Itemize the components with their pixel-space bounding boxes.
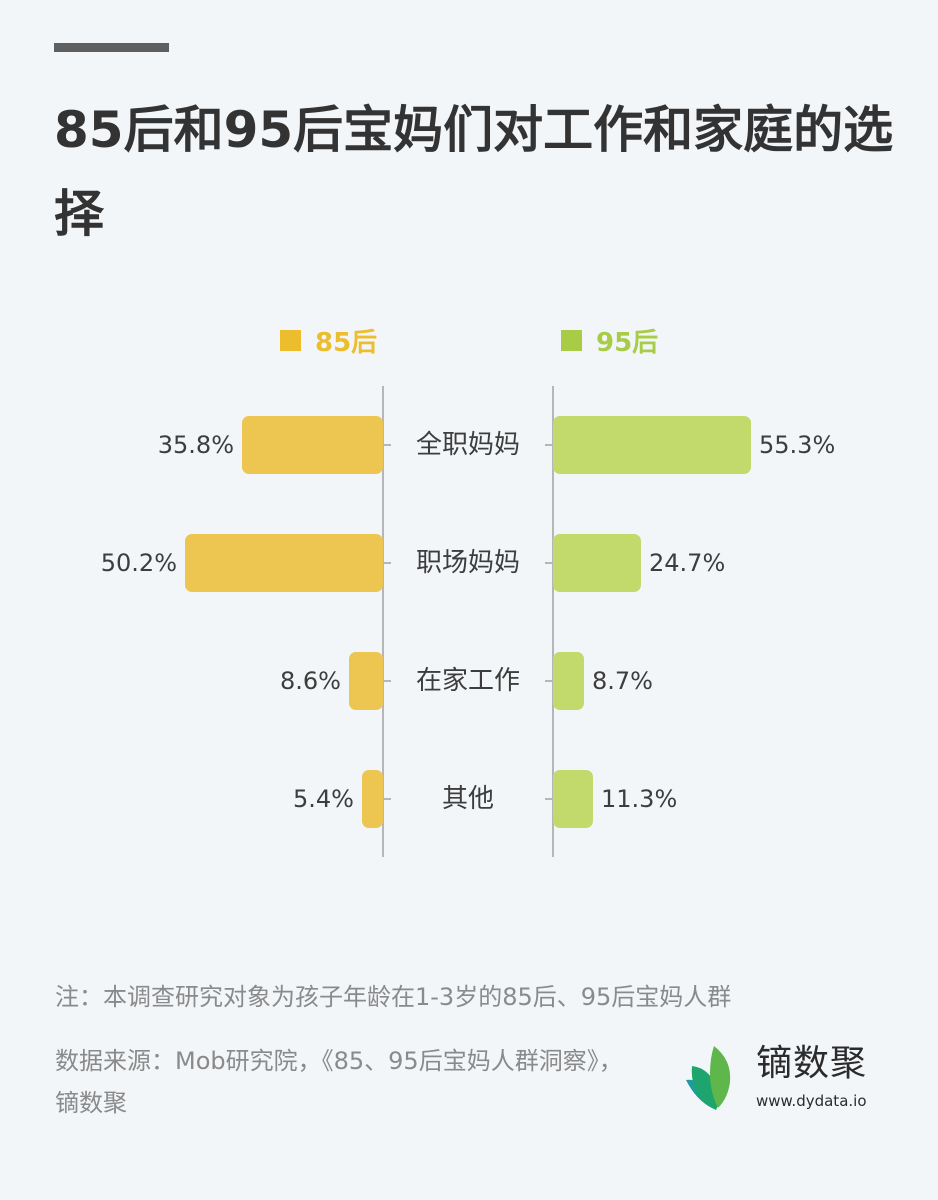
footnote: 注：本调查研究对象为孩子年龄在1-3岁的85后、95后宝妈人群 [55,983,732,1011]
bar-85 [185,534,383,592]
logo-name: 镝数聚 [756,1043,868,1084]
value-label-85: 50.2% [100,549,177,577]
value-label-85: 35.8% [157,431,234,459]
category-label: 在家工作 [415,666,520,696]
brand-logo: 镝数聚 www.dydata.io [684,1040,904,1120]
data-source: 数据来源：Mob研究院，《85、95后宝妈人群洞察》，镝数聚 [55,1047,623,1117]
bar-85 [349,652,383,710]
left-axis-tick [384,444,391,446]
bar-95 [553,770,593,828]
title-accent-rule [54,43,169,52]
legend-label-85: 85后 [315,328,378,358]
page-title: 85后和95后宝妈们对工作和家庭的选择 [54,101,894,243]
legend-item-85: 85后 [280,322,377,359]
value-label-95: 11.3% [601,785,678,813]
value-label-95: 55.3% [759,431,836,459]
logo-url: www.dydata.io [756,1092,867,1110]
legend-label-95: 95后 [596,328,659,358]
left-axis-tick [384,798,391,800]
bar-85 [242,416,383,474]
category-label: 职场妈妈 [415,548,520,578]
right-axis-tick [545,798,552,800]
value-label-95: 24.7% [649,549,726,577]
leaf-logo-icon [686,1046,731,1110]
category-label: 全职妈妈 [415,430,520,460]
bar-85 [362,770,383,828]
legend-swatch-85-icon [280,330,301,351]
bar-95 [553,534,641,592]
right-axis-tick [545,680,552,682]
legend-item-95: 95后 [561,322,658,359]
left-axis [382,386,384,857]
right-axis-tick [545,444,552,446]
category-label: 其他 [441,784,494,814]
bar-95 [553,652,584,710]
value-label-85: 8.6% [280,667,341,695]
right-axis [552,386,554,857]
left-axis-tick [384,680,391,682]
value-label-95: 8.7% [592,667,653,695]
value-label-85: 5.4% [293,785,354,813]
left-axis-tick [384,562,391,564]
legend-swatch-95-icon [561,330,582,351]
right-axis-tick [545,562,552,564]
bar-95 [553,416,751,474]
